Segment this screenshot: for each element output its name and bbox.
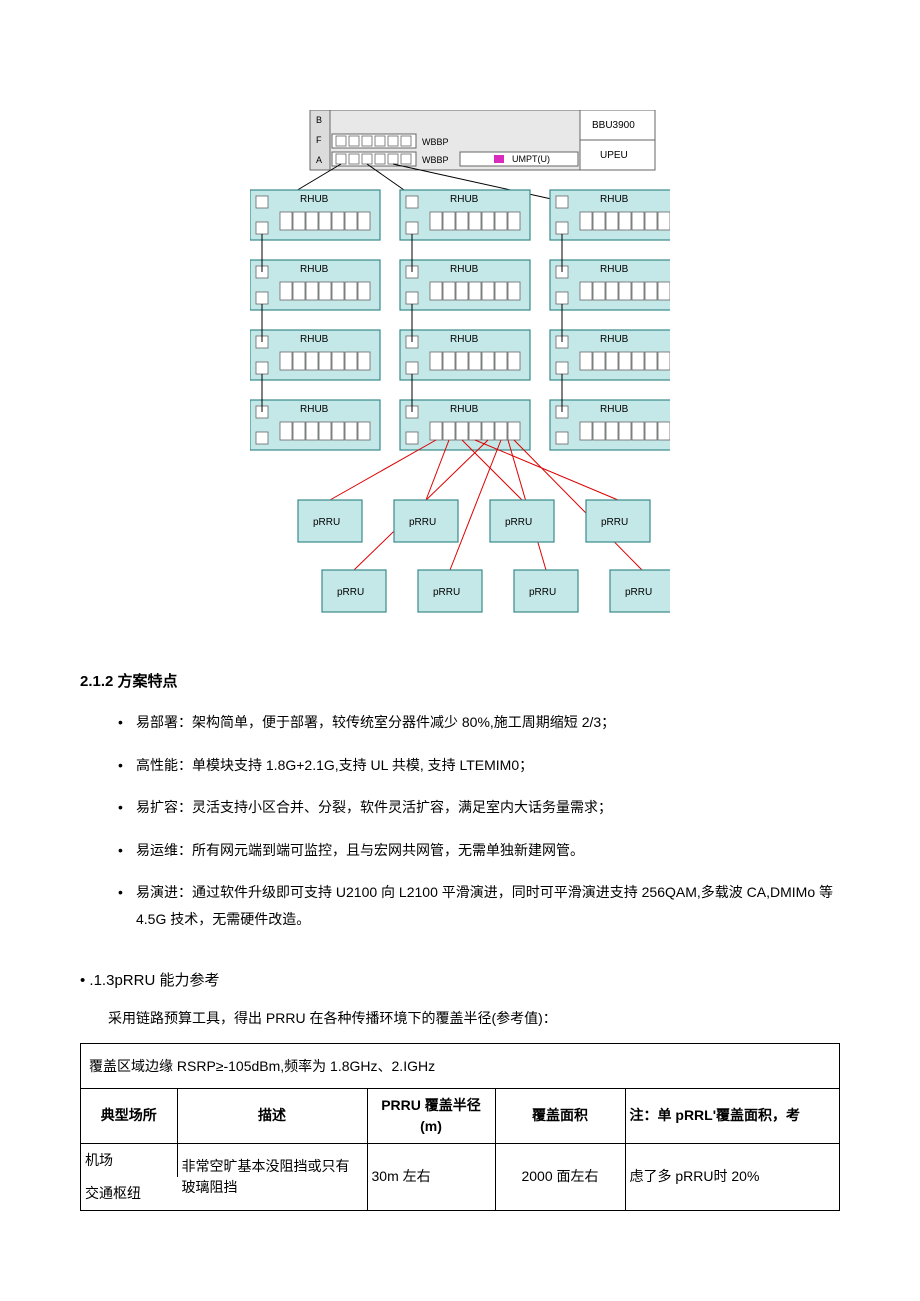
svg-text:B: B bbox=[316, 115, 322, 125]
td: 交通枢纽 bbox=[81, 1177, 177, 1211]
svg-text:UMPT(U): UMPT(U) bbox=[512, 154, 550, 164]
table-row: 机场 非常空旷基本没阻挡或只有玻璃阻挡 30m 左右 2000 面左右 虑了多 … bbox=[81, 1143, 839, 1177]
td: 非常空旷基本没阻挡或只有玻璃阻挡 bbox=[177, 1143, 367, 1210]
diagram-svg: B F A BBU3900 UPEU WBBP WBBP bbox=[250, 110, 670, 630]
svg-text:RHUB: RHUB bbox=[450, 264, 479, 275]
bullet-list-212: 易部署：架构简单，便于部署，较传统室分器件减少 80%,施工周期缩短 2/3； … bbox=[80, 709, 840, 933]
th: PRRU 覆盖半径(m) bbox=[367, 1089, 495, 1144]
td: 虑了多 pRRU时 20% bbox=[625, 1143, 839, 1210]
bbu-chassis: B F A BBU3900 UPEU WBBP WBBP bbox=[310, 110, 655, 170]
svg-text:pRRU: pRRU bbox=[529, 587, 556, 598]
paragraph-213: 采用链路预算工具，得出 PRRU 在各种传播环境下的覆盖半径(参考值)： bbox=[80, 1006, 840, 1031]
th: 注：单 pRRL'覆盖面积，考 bbox=[625, 1089, 839, 1144]
svg-text:RHUB: RHUB bbox=[600, 194, 629, 205]
svg-text:pRRU: pRRU bbox=[505, 517, 532, 528]
bullet-item: 易扩容：灵活支持小区合并、分裂，软件灵活扩容，满足室内大话务量需求； bbox=[136, 794, 840, 821]
svg-text:RHUB: RHUB bbox=[300, 404, 329, 415]
svg-text:RHUB: RHUB bbox=[450, 404, 479, 415]
svg-text:pRRU: pRRU bbox=[433, 587, 460, 598]
svg-text:RHUB: RHUB bbox=[450, 334, 479, 345]
th: 典型场所 bbox=[81, 1089, 177, 1144]
table-header-row: 典型场所 描述 PRRU 覆盖半径(m) 覆盖面积 注：单 pRRL'覆盖面积，… bbox=[81, 1089, 839, 1144]
section-title-212: 2.1.2 方案特点 bbox=[80, 670, 840, 691]
svg-text:RHUB: RHUB bbox=[450, 194, 479, 205]
svg-text:pRRU: pRRU bbox=[337, 587, 364, 598]
th: 描述 bbox=[177, 1089, 367, 1144]
bullet-item: 易部署：架构简单，便于部署，较传统室分器件减少 80%,施工周期缩短 2/3； bbox=[136, 709, 840, 736]
td: 2000 面左右 bbox=[495, 1143, 625, 1210]
svg-text:pRRU: pRRU bbox=[625, 587, 652, 598]
prru-row-2: pRRU pRRU pRRU pRRU bbox=[322, 570, 670, 612]
svg-text:pRRU: pRRU bbox=[409, 517, 436, 528]
svg-text:pRRU: pRRU bbox=[601, 517, 628, 528]
svg-text:WBBP: WBBP bbox=[422, 137, 449, 147]
bullet-item: 高性能：单模块支持 1.8G+2.1G,支持 UL 共模, 支持 LTEMIM0… bbox=[136, 752, 840, 779]
table-title: 覆盖区域边缘 RSRP≥-105dBm,频率为 1.8GHz、2.IGHz bbox=[81, 1044, 839, 1089]
rhub-grid: RHUB RHUB RHUB RHUB RHUB RHUB RHUB RHUB … bbox=[250, 190, 670, 450]
bullet-item: 易运维：所有网元端到端可监控，且与宏网共网管，无需单独新建网管。 bbox=[136, 837, 840, 864]
svg-text:pRRU: pRRU bbox=[313, 517, 340, 528]
svg-text:F: F bbox=[316, 135, 322, 145]
svg-text:RHUB: RHUB bbox=[600, 334, 629, 345]
th: 覆盖面积 bbox=[495, 1089, 625, 1144]
svg-text:BBU3900: BBU3900 bbox=[592, 120, 635, 131]
svg-text:RHUB: RHUB bbox=[300, 194, 329, 205]
svg-text:A: A bbox=[316, 155, 322, 165]
svg-text:UPEU: UPEU bbox=[600, 150, 628, 161]
svg-text:WBBP: WBBP bbox=[422, 155, 449, 165]
network-topology-diagram: B F A BBU3900 UPEU WBBP WBBP bbox=[250, 110, 670, 630]
svg-text:RHUB: RHUB bbox=[300, 334, 329, 345]
td: 机场 bbox=[81, 1143, 177, 1177]
svg-text:RHUB: RHUB bbox=[300, 264, 329, 275]
section-title-213: • .1.3pRRU 能力参考 bbox=[80, 969, 840, 990]
prru-row-1: pRRU pRRU pRRU pRRU bbox=[298, 500, 650, 542]
svg-text:RHUB: RHUB bbox=[600, 264, 629, 275]
bullet-item: 易演进：通过软件升级即可支持 U2100 向 L2100 平滑演进，同时可平滑演… bbox=[136, 879, 840, 932]
coverage-table: 覆盖区域边缘 RSRP≥-105dBm,频率为 1.8GHz、2.IGHz 典型… bbox=[80, 1043, 840, 1211]
td: 30m 左右 bbox=[367, 1143, 495, 1210]
svg-text:RHUB: RHUB bbox=[600, 404, 629, 415]
